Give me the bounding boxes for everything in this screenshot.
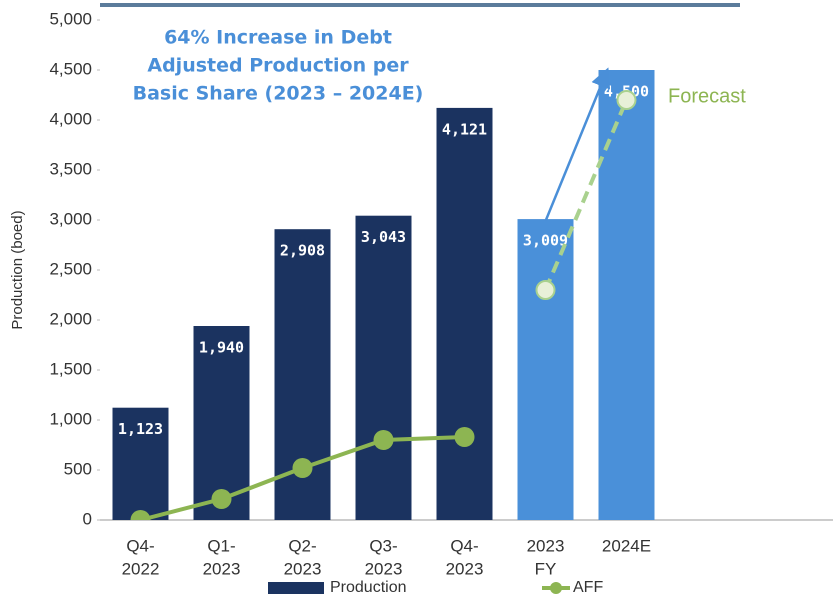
annotation: Adjusted Production per <box>147 55 409 77</box>
y-tick-label: 0 <box>83 509 92 528</box>
bar <box>517 219 574 520</box>
x-tick-label: 2022 <box>122 559 160 578</box>
x-tick-label: 2024E <box>602 536 651 555</box>
line <box>543 99 629 291</box>
data-label: 1,123 <box>118 420 163 438</box>
point <box>373 430 394 450</box>
data-label: 3,009 <box>523 232 568 250</box>
y-tick-label: 4,500 <box>49 59 92 78</box>
bar <box>112 407 169 520</box>
annotation: 64% Increase in Debt <box>164 27 392 49</box>
point <box>292 458 313 478</box>
legend-swatch <box>268 582 324 594</box>
point <box>616 90 637 110</box>
x-tick-label: 2023 <box>284 559 322 578</box>
forecast-label: Forecast <box>668 85 746 107</box>
data-label: 2,908 <box>280 242 325 260</box>
x-tick-label: 2023 <box>365 559 403 578</box>
x-tick-label: 2023 <box>527 536 565 555</box>
x-tick-label: Q3- <box>369 536 397 555</box>
x-tick-label: Q4- <box>126 536 154 555</box>
annotation: Basic Share (2023 – 2024E) <box>133 83 424 105</box>
y-tick-label: 1,000 <box>49 409 92 428</box>
y-tick-label: 3,500 <box>49 159 92 178</box>
bar <box>355 215 412 520</box>
bar <box>193 326 250 520</box>
x-tick-label: Q2- <box>288 536 316 555</box>
legend-swatch <box>550 582 562 594</box>
point <box>454 427 475 447</box>
y-tick-label: 1,500 <box>49 359 92 378</box>
x-tick-label: 2023 <box>446 559 484 578</box>
y-tick-label: 3,000 <box>49 209 92 228</box>
point <box>130 510 151 520</box>
x-tick-label: Q1- <box>207 536 235 555</box>
bar <box>598 70 655 520</box>
x-tick-label: Q4- <box>450 536 478 555</box>
x-tick-label: FY <box>535 559 557 578</box>
y-tick-label: 4,000 <box>49 109 92 128</box>
data-label: 3,043 <box>361 228 406 246</box>
arrow <box>544 67 611 222</box>
y-tick-label: 5,000 <box>49 9 92 28</box>
y-tick-label: 2,500 <box>49 259 92 278</box>
data-label: 4,121 <box>442 120 487 138</box>
point <box>535 280 556 300</box>
y-tick-label: 2,000 <box>49 309 92 328</box>
bar <box>436 107 493 521</box>
data-label: 1,940 <box>199 339 244 357</box>
y-axis-title: Production (boed) <box>9 210 26 329</box>
x-tick-label: 2023 <box>203 559 241 578</box>
legend-label: AFF <box>573 579 603 596</box>
y-tick-label: 500 <box>64 459 92 478</box>
point <box>211 489 232 509</box>
legend-label: Production <box>330 579 407 596</box>
